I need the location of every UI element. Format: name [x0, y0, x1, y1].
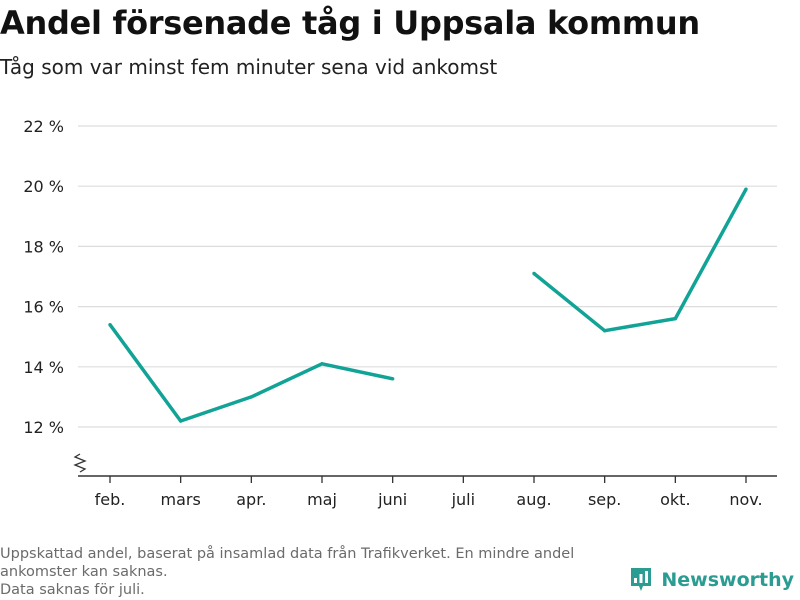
x-tick-label: nov. — [729, 490, 762, 509]
data-point — [108, 323, 112, 327]
axis-break-icon — [73, 453, 87, 473]
y-tick-label: 20 % — [23, 177, 64, 196]
x-tick-label: apr. — [236, 490, 266, 509]
chart-subtitle: Tåg som var minst fem minuter sena vid a… — [0, 55, 498, 79]
x-tick-label: juni — [377, 490, 407, 509]
data-point — [390, 377, 395, 381]
y-tick-label: 16 % — [23, 298, 64, 317]
y-axis-ticks: 12 % 14 % 16 % 18 % 20 % 22 % — [23, 117, 64, 437]
gridlines — [78, 125, 777, 428]
y-tick-label: 14 % — [23, 358, 64, 377]
x-tick-label: sep. — [588, 490, 621, 509]
footnote-missing-data: Data saknas för juli. — [0, 582, 145, 598]
footnote-source: Uppskattad andel, baserat på insamlad da… — [0, 546, 575, 580]
brand-name: Newsworthy — [661, 569, 794, 591]
data-point — [673, 316, 678, 321]
x-tick-label: mars — [161, 490, 201, 509]
series-lines — [108, 187, 748, 423]
x-tick-label: maj — [307, 490, 337, 509]
x-tick-label: feb. — [95, 490, 126, 509]
x-tick-label: aug. — [516, 490, 551, 509]
series-line-segment — [108, 323, 394, 423]
bar-chart-logo-icon — [631, 568, 652, 591]
footnote: Uppskattad andel, baserat på insamlad da… — [0, 545, 640, 599]
y-tick-label: 18 % — [23, 237, 64, 256]
y-tick-label: 22 % — [23, 117, 64, 136]
x-axis: feb. mars apr. maj juni juli aug. sep. okt. nov. — [73, 453, 777, 509]
data-point — [602, 329, 607, 333]
chart-title: Andel försenade tåg i Uppsala kommun — [0, 4, 700, 42]
x-tick-label: okt. — [660, 490, 690, 509]
line-chart: 12 % 14 % 16 % 18 % 20 % 22 % feb. mars apr. maj… — [23, 117, 777, 509]
series-line-segment — [532, 188, 748, 333]
data-point — [249, 395, 254, 399]
brand-logo: Newsworthy — [629, 566, 794, 594]
x-tick-label: juli — [451, 490, 475, 509]
data-point — [178, 419, 183, 423]
data-point — [320, 362, 324, 366]
data-point — [744, 187, 748, 191]
y-tick-label: 12 % — [23, 418, 64, 437]
data-point — [532, 271, 536, 276]
